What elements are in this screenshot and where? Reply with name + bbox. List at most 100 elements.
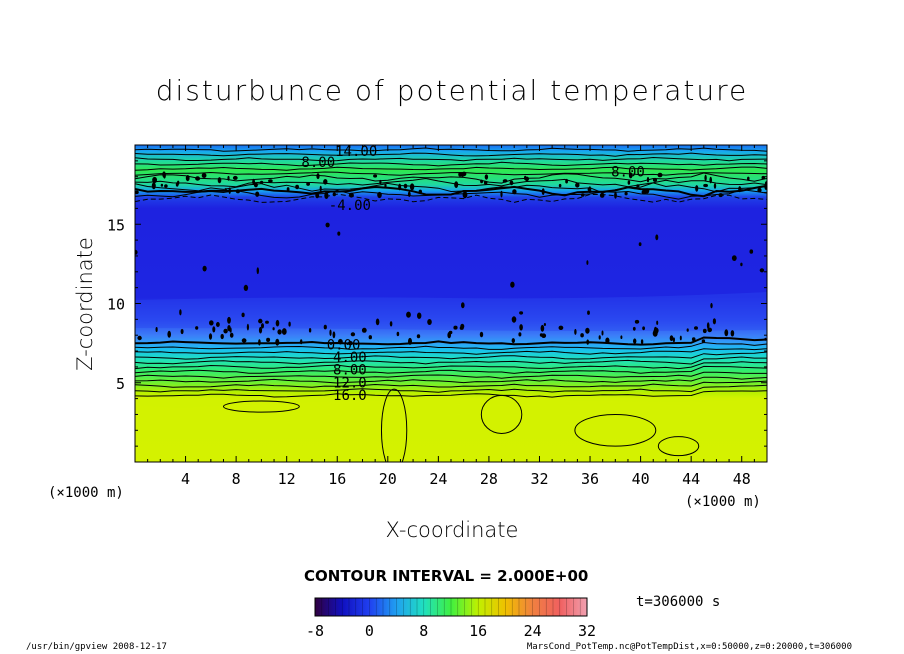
- scatter-dot: [202, 265, 207, 272]
- scatter-dot: [657, 172, 663, 178]
- scatter-dot: [195, 176, 201, 181]
- scatter-dot: [628, 172, 633, 179]
- scatter-dot: [759, 268, 765, 273]
- scatter-dot: [228, 187, 231, 194]
- scatter-dot: [586, 260, 589, 265]
- scatter-dot: [558, 183, 562, 188]
- scatter-dot: [208, 333, 213, 340]
- scatter-dot: [180, 328, 184, 335]
- scatter-dot: [427, 319, 432, 325]
- scatter-dot: [565, 178, 568, 184]
- scatter-dot: [701, 339, 706, 343]
- scatter-dot: [319, 185, 322, 192]
- contour-line: [135, 156, 767, 162]
- colorbar-stripes: [321, 598, 581, 616]
- scatter-dot: [747, 176, 750, 181]
- scatter-dot: [163, 172, 166, 179]
- scatter-dot: [348, 192, 354, 198]
- contour-line: [135, 341, 767, 350]
- scatter-dot: [702, 328, 707, 334]
- scatter-dot: [738, 186, 742, 193]
- scatter-dot: [599, 192, 605, 198]
- scatter-dot: [277, 329, 282, 335]
- scatter-dot: [252, 178, 256, 186]
- scatter-dot: [757, 187, 762, 193]
- scatter-dot: [224, 188, 227, 192]
- scatter-dot: [265, 320, 269, 324]
- colorbar-tick-label: 0: [365, 622, 374, 640]
- scatter-dot: [519, 324, 523, 331]
- scatter-dot: [483, 180, 488, 185]
- contour-line: [135, 348, 767, 355]
- scatter-dot: [632, 326, 636, 331]
- scatter-dot: [418, 189, 422, 194]
- scatter-dot: [541, 333, 547, 339]
- contour-interval: CONTOUR INTERVAL = 2.000E+00: [304, 567, 589, 585]
- scatter-dot: [636, 184, 640, 188]
- scatter-dot: [502, 179, 508, 183]
- scatter-dot: [281, 328, 287, 335]
- scatter-dot: [361, 327, 367, 333]
- scatter-dot: [258, 318, 263, 324]
- scatter-dot: [543, 323, 547, 326]
- scatter-dot: [407, 191, 411, 197]
- contour-line: [135, 189, 767, 200]
- scatter-dot: [137, 335, 142, 341]
- scatter-dot: [447, 331, 452, 339]
- time-label: t=306000 s: [636, 594, 721, 610]
- scatter-dot: [574, 328, 577, 335]
- scatter-dot: [703, 183, 708, 188]
- contour-label: 12.0: [333, 375, 367, 391]
- scatter-dot: [306, 182, 310, 186]
- scatter-dots: [135, 171, 767, 346]
- colorbar-tick-label: 24: [524, 622, 542, 640]
- contour-line: [135, 376, 767, 384]
- scatter-dot: [634, 319, 640, 324]
- contour-line: [135, 351, 767, 360]
- scatter-dot: [585, 327, 590, 334]
- x-tick-label: 24: [429, 470, 447, 488]
- scatter-dot: [575, 182, 580, 188]
- scatter-dot: [587, 187, 591, 192]
- x-tick-label: 4: [181, 470, 190, 488]
- contour-line: [135, 182, 767, 194]
- scatter-dot: [286, 187, 290, 192]
- scatter-dot: [155, 327, 158, 332]
- scatter-dot: [614, 191, 617, 199]
- scatter-dot: [406, 311, 411, 318]
- scatter-dot: [389, 321, 393, 327]
- scatter-dot: [398, 183, 402, 191]
- scatter-dot: [652, 330, 658, 337]
- scatter-dot: [640, 339, 644, 345]
- scatter-dot: [377, 191, 382, 199]
- contour-line: [135, 365, 767, 374]
- contour-line: [135, 166, 767, 171]
- contour-label: 16.0: [333, 388, 367, 404]
- scatter-dot: [586, 339, 590, 345]
- x-tick-label: 12: [278, 470, 296, 488]
- contour-label: 8.00: [301, 155, 335, 171]
- scatter-dot: [373, 174, 378, 178]
- scatter-dot: [707, 327, 712, 333]
- scatter-dot: [209, 320, 214, 326]
- contour-label: 4.00: [333, 350, 367, 366]
- closed-contour: [380, 388, 408, 462]
- scatter-dot: [672, 337, 676, 343]
- contour-line: [135, 371, 767, 379]
- closed-contour: [574, 413, 657, 447]
- scatter-dot: [223, 328, 228, 334]
- closed-contour: [657, 436, 700, 457]
- scatter-dot: [323, 179, 328, 185]
- scatter-dot: [179, 309, 182, 316]
- scatter-dot: [260, 180, 264, 184]
- scatter-dot: [518, 332, 522, 337]
- closed-contour: [222, 400, 300, 413]
- scatter-dot: [453, 325, 458, 330]
- scatter-dot: [620, 335, 623, 340]
- colorbar-ticks: -8 0 8 16 24 32: [306, 622, 596, 640]
- scatter-dot: [764, 337, 767, 341]
- z-tick-label: 15: [107, 216, 125, 234]
